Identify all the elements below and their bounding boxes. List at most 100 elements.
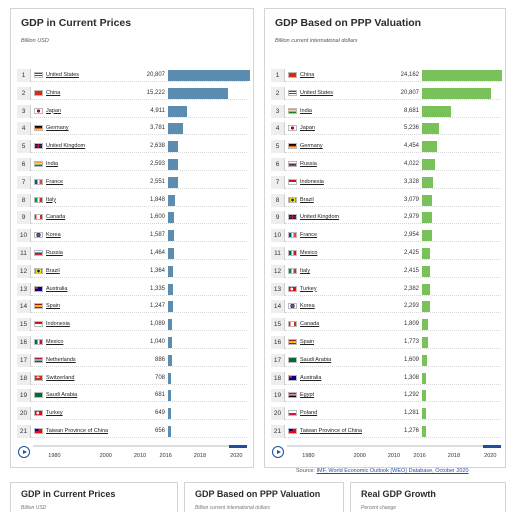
table-row[interactable]: 15 Indonesia 1,089 (17, 318, 251, 332)
country-link[interactable]: India (300, 107, 312, 114)
row-divider (285, 259, 501, 260)
timeline-slider-thumb[interactable] (483, 445, 501, 448)
table-row[interactable]: 12 Brazil 1,364 (17, 264, 251, 278)
country-link[interactable]: United Kingdom (300, 214, 340, 221)
table-row[interactable]: 10 Korea 1,587 (17, 229, 251, 243)
country-link[interactable]: Egypt (300, 392, 315, 399)
table-row[interactable]: 19 Egypt 1,292 (271, 389, 505, 403)
timeline-slider[interactable] (287, 445, 501, 448)
table-row[interactable]: 14 Spain 1,247 (17, 300, 251, 314)
table-row[interactable]: 10 France 2,954 (271, 229, 505, 243)
table-row[interactable]: 20 Poland 1,281 (271, 407, 505, 421)
country-link[interactable]: Korea (46, 232, 61, 239)
country-link[interactable]: Australia (300, 374, 322, 381)
table-row[interactable]: 16 Mexico 1,040 (17, 336, 251, 349)
table-row[interactable]: 11 Russia 1,464 (17, 247, 251, 260)
country-link[interactable]: Brazil (300, 196, 314, 203)
country-link[interactable]: United States (300, 89, 334, 96)
country-link[interactable]: France (46, 178, 64, 185)
country-link[interactable]: United Kingdom (46, 143, 86, 150)
table-row[interactable]: 4 Germany 3,781 (17, 122, 251, 136)
country-link[interactable]: Australia (46, 285, 68, 292)
country-link[interactable]: Poland (300, 410, 318, 417)
country-link[interactable]: Germany (46, 125, 69, 132)
au-flag-icon (288, 374, 297, 381)
country-link[interactable]: Turkey (46, 410, 63, 417)
table-row[interactable]: 3 Japan 4,911 (17, 104, 251, 118)
country-link[interactable]: France (300, 232, 318, 239)
value-label: 4,454 (403, 143, 419, 150)
in-flag-icon (288, 107, 297, 114)
bar (168, 408, 171, 420)
table-row[interactable]: 21 Taiwan Province of China 656 (17, 425, 251, 438)
country-link[interactable]: Japan (46, 107, 61, 114)
table-row[interactable]: 13 Australia 1,335 (17, 282, 251, 296)
table-row[interactable]: 7 France 2,551 (17, 175, 251, 189)
table-row[interactable]: 11 Mexico 2,425 (271, 247, 505, 260)
country-link[interactable]: India (46, 161, 58, 167)
table-row[interactable]: 15 Canada 1,809 (271, 318, 505, 332)
play-button[interactable] (272, 446, 284, 458)
play-button[interactable] (18, 446, 30, 458)
country-link[interactable]: Italy (46, 196, 57, 203)
table-row[interactable]: 5 Germany 4,454 (271, 140, 505, 154)
table-row[interactable]: 18 Switzerland 708 (17, 371, 251, 385)
table-row[interactable]: 9 Canada 1,600 (17, 211, 251, 225)
country-link[interactable]: Japan (300, 125, 315, 132)
country-link[interactable]: Canada (46, 214, 66, 221)
country-link[interactable]: Indonesia (46, 321, 70, 328)
country-link[interactable]: Italy (300, 267, 311, 274)
table-row[interactable]: 12 Italy 2,415 (271, 264, 505, 278)
table-row[interactable]: 7 Indonesia 3,328 (271, 175, 505, 189)
table-row[interactable]: 5 United Kingdom 2,638 (17, 140, 251, 154)
country-link[interactable]: Switzerland (46, 374, 75, 381)
country-link[interactable]: Taiwan Province of China (46, 428, 109, 434)
timeline-slider[interactable] (33, 445, 247, 448)
country-link[interactable]: Canada (300, 321, 320, 328)
timeline-slider-thumb[interactable] (229, 445, 247, 448)
country-link[interactable]: Netherlands (46, 356, 76, 363)
table-row[interactable]: 3 India 8,681 (271, 104, 505, 118)
table-row[interactable]: 2 United States 20,807 (271, 86, 505, 100)
table-row[interactable]: 14 Korea 2,293 (271, 300, 505, 314)
bottom-card-ppp[interactable]: GDP Based on PPP Valuation Billion curre… (184, 482, 344, 512)
table-row[interactable]: 8 Italy 1,848 (17, 193, 251, 207)
country-link[interactable]: Russia (46, 250, 63, 256)
table-row[interactable]: 13 Turkey 2,382 (271, 282, 505, 296)
table-row[interactable]: 8 Brazil 3,079 (271, 193, 505, 207)
country-link[interactable]: Taiwan Province of China (300, 428, 363, 434)
country-link[interactable]: Russia (300, 161, 317, 167)
country-link[interactable]: China (300, 72, 315, 78)
table-row[interactable]: 21 Taiwan Province of China 1,276 (271, 425, 505, 438)
table-row[interactable]: 4 Japan 5,236 (271, 122, 505, 136)
country-link[interactable]: Turkey (300, 285, 317, 292)
country-link[interactable]: Indonesia (300, 178, 324, 185)
table-row[interactable]: 16 Spain 1,773 (271, 336, 505, 349)
country-link[interactable]: Spain (300, 339, 315, 345)
country-link[interactable]: United States (46, 72, 80, 78)
table-row[interactable]: 1 United States 20,807 (17, 69, 251, 82)
table-row[interactable]: 17 Netherlands 886 (17, 353, 251, 367)
table-row[interactable]: 18 Australia 1,308 (271, 371, 505, 385)
bottom-card-real-gdp-growth[interactable]: Real GDP Growth Percent change (350, 482, 506, 512)
country-link[interactable]: Saudi Arabia (300, 356, 332, 363)
country-link[interactable]: Brazil (46, 267, 60, 274)
country-link[interactable]: Spain (46, 303, 61, 310)
country-link[interactable]: Saudi Arabia (46, 392, 78, 399)
table-row[interactable]: 9 United Kingdom 2,979 (271, 211, 505, 225)
row-divider (285, 81, 501, 82)
country-link[interactable]: Germany (300, 143, 323, 150)
table-row[interactable]: 20 Turkey 649 (17, 407, 251, 421)
country-link[interactable]: Mexico (300, 250, 318, 256)
table-row[interactable]: 1 China 24,162 (271, 69, 505, 82)
table-row[interactable]: 2 China 15,222 (17, 86, 251, 100)
bottom-card-current-prices[interactable]: GDP in Current Prices Billion USD (10, 482, 178, 512)
table-row[interactable]: 17 Saudi Arabia 1,609 (271, 353, 505, 367)
source-link[interactable]: IMF, World Economic Outlook (WEO) Databa… (316, 468, 469, 474)
table-row[interactable]: 6 India 2,593 (17, 158, 251, 171)
country-link[interactable]: China (46, 89, 61, 96)
country-link[interactable]: Mexico (46, 339, 64, 345)
country-link[interactable]: Korea (300, 303, 315, 310)
table-row[interactable]: 6 Russia 4,022 (271, 158, 505, 171)
table-row[interactable]: 19 Saudi Arabia 681 (17, 389, 251, 403)
